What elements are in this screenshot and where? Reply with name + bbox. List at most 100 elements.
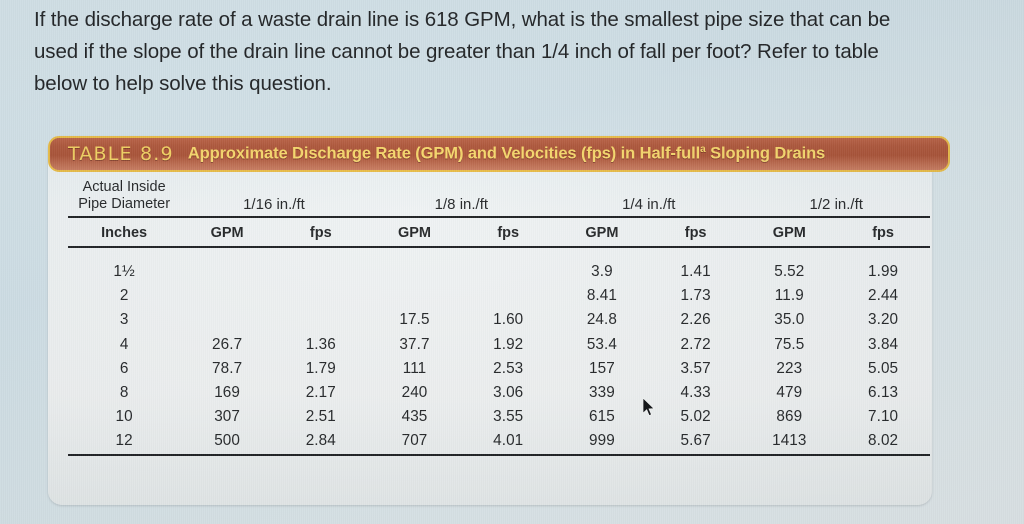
cell-value: 2.51	[305, 408, 336, 426]
subheader-fps-2: fps	[497, 225, 520, 241]
question-text: If the discharge rate of a waste drain l…	[34, 4, 994, 100]
table-spacer	[68, 247, 930, 260]
cell-value	[461, 260, 555, 284]
cell-value: 435	[401, 408, 428, 426]
cell-inches: 8	[119, 384, 129, 402]
subheader-gpm-4: GPM	[772, 225, 806, 241]
cell-value: 53.4	[586, 335, 617, 353]
table-caption-footnote-marker: a	[700, 144, 706, 156]
cell-value: 75.5	[774, 335, 805, 353]
cell-value: 3.57	[680, 359, 711, 377]
subheader-fps-4: fps	[872, 225, 894, 241]
discharge-rate-table: Actual Inside Pipe Diameter 1/16 in./ft …	[68, 178, 930, 456]
subheader-gpm-1: GPM	[210, 225, 244, 241]
cell-value: 2.84	[305, 432, 336, 450]
cell-value: 3.84	[867, 335, 899, 353]
cell-value: 1.92	[493, 335, 524, 353]
table-group-header-row: Actual Inside Pipe Diameter 1/16 in./ft …	[68, 178, 930, 216]
cell-value	[274, 284, 368, 308]
table-row: 1½ 3.9 1.41 5.52 1.99	[68, 260, 930, 284]
cell-value: 8.41	[586, 287, 617, 305]
cell-value: 78.7	[212, 359, 243, 377]
cell-value: 615	[589, 408, 615, 426]
question-line-1: If the discharge rate of a waste drain l…	[34, 8, 891, 31]
cell-inches: 12	[115, 432, 133, 450]
table-card: TABLE 8.9 Approximate Discharge Rate (GP…	[48, 136, 950, 505]
cell-value: 2.44	[867, 287, 899, 305]
cell-value: 6.13	[867, 384, 899, 402]
slope-group-1-8: 1/8 in./ft	[434, 196, 489, 213]
cell-value: 5.02	[680, 408, 711, 426]
cell-value: 1.60	[493, 311, 524, 329]
cell-value: 1.99	[867, 263, 899, 281]
cell-value	[180, 308, 274, 332]
cell-value	[461, 284, 555, 308]
cell-value: 240	[401, 384, 428, 402]
cell-value: 339	[589, 384, 615, 402]
cell-value: 869	[776, 408, 803, 426]
cell-value: 2.17	[305, 384, 336, 402]
table-row: 6 78.7 1.79 111 2.53 157 3.57 223 5.05	[68, 357, 930, 381]
cell-value: 8.02	[867, 432, 899, 450]
cell-value: 5.52	[774, 263, 805, 281]
cell-value: 1.41	[680, 263, 711, 281]
cell-value	[368, 284, 462, 308]
table-row: 10 307 2.51 435 3.55 615 5.02 869 7.10	[68, 405, 930, 429]
cell-value	[274, 308, 368, 332]
cell-value: 5.05	[867, 359, 899, 377]
cell-value	[180, 260, 274, 284]
stub-header-line2: Pipe Diameter	[78, 196, 171, 212]
table-row: 12 500 2.84 707 4.01 999 5.67 1413 8.02	[68, 429, 930, 453]
cell-value: 169	[214, 384, 241, 402]
cell-value: 26.7	[212, 335, 243, 353]
cell-value: 11.9	[774, 287, 804, 305]
cell-value: 3.9	[591, 263, 613, 281]
table-rule-bottom	[68, 452, 930, 456]
table-body: Actual Inside Pipe Diameter 1/16 in./ft …	[68, 178, 930, 456]
table-row: 2 8.41 1.73 11.9 2.44	[68, 284, 930, 308]
cell-value: 17.5	[399, 311, 430, 329]
cell-value: 24.8	[586, 311, 617, 329]
cell-value: 1413	[772, 432, 807, 450]
cell-value: 7.10	[867, 408, 899, 426]
cell-value: 3.55	[493, 408, 524, 426]
cell-inches: 3	[119, 311, 129, 329]
cell-inches: 4	[119, 335, 129, 353]
cell-value: 3.20	[867, 311, 899, 329]
cell-value	[180, 284, 274, 308]
slope-group-1-16: 1/16 in./ft	[243, 196, 305, 213]
stub-header: Actual Inside Pipe Diameter	[68, 178, 180, 216]
cell-value: 999	[589, 432, 615, 450]
slope-group-1-2: 1/2 in./ft	[809, 196, 863, 213]
cell-value: 2.26	[680, 311, 711, 329]
slope-group-1-4: 1/4 in./ft	[622, 196, 676, 213]
cell-value: 4.01	[493, 432, 524, 450]
cell-value: 4.33	[680, 384, 711, 402]
table-title-bar: TABLE 8.9 Approximate Discharge Rate (GP…	[48, 136, 950, 172]
cell-value: 2.72	[680, 335, 711, 353]
cell-inches: 10	[115, 408, 133, 426]
cell-value: 2.53	[493, 359, 524, 377]
table-subheader-row: Inches GPM fps GPM fps GPM fps GPM fps	[68, 220, 930, 246]
cell-value: 3.06	[493, 384, 524, 402]
cell-inches: 2	[119, 287, 129, 305]
table-caption-main: Approximate Discharge Rate (GPM) and Vel…	[187, 144, 701, 163]
subheader-fps-1: fps	[309, 225, 332, 241]
table-caption-tail: Sloping Drains	[705, 144, 826, 163]
cell-value	[274, 260, 368, 284]
subheader-gpm-2: GPM	[397, 225, 432, 241]
cell-value: 1.73	[680, 287, 711, 305]
cell-value: 5.67	[680, 432, 711, 450]
table-row: 8 169 2.17 240 3.06 339 4.33 479 6.13	[68, 381, 930, 405]
cell-value: 37.7	[399, 335, 430, 353]
table-caption: Approximate Discharge Rate (GPM) and Vel…	[188, 144, 825, 164]
cell-value: 307	[214, 408, 241, 426]
table-number: TABLE 8.9	[68, 143, 174, 165]
cell-value: 157	[589, 359, 615, 377]
subheader-fps-3: fps	[684, 225, 707, 241]
subheader-inches: Inches	[101, 225, 148, 241]
table-row: 3 17.5 1.60 24.8 2.26 35.0 3.20	[68, 308, 930, 332]
question-line-3: below to help solve this question.	[34, 72, 332, 95]
question-line-2: used if the slope of the drain line cann…	[34, 40, 879, 63]
cell-value: 1.36	[305, 335, 336, 353]
